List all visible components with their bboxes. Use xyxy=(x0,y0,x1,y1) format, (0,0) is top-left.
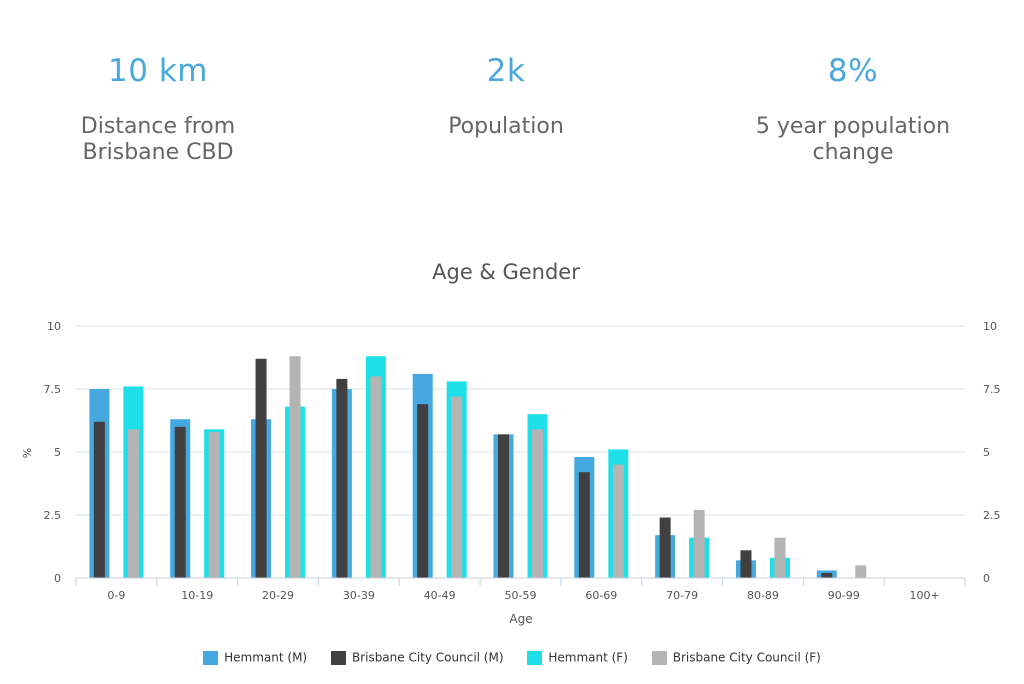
stat-population-change-label: 5 year population change xyxy=(755,114,951,165)
stat-distance-value: 10 km xyxy=(108,53,208,89)
bar-brisbane-city-council-m-50-59[interactable] xyxy=(498,434,509,578)
legend-label-hemmant-f: Hemmant (F) xyxy=(548,650,628,665)
chart-bars xyxy=(89,356,867,578)
legend-item-bcc-m[interactable]: Brisbane City Council (M) xyxy=(330,650,504,665)
bar-brisbane-city-council-f-80-89[interactable] xyxy=(774,537,786,578)
stat-distance-label: Distance from Brisbane CBD xyxy=(80,114,236,165)
bar-brisbane-city-council-m-70-79[interactable] xyxy=(659,517,671,578)
x-tick-label: 100+ xyxy=(909,589,939,602)
bar-brisbane-city-council-m-10-19[interactable] xyxy=(174,426,186,578)
legend-swatch-hemmant-m xyxy=(203,650,219,665)
bar-brisbane-city-council-f-70-79[interactable] xyxy=(693,509,705,578)
bar-brisbane-city-council-m-20-29[interactable] xyxy=(255,358,267,578)
y-axis-label: % xyxy=(21,448,34,458)
stat-population-value: 2k xyxy=(486,53,526,89)
chart-title: Age & Gender xyxy=(432,260,580,284)
legend-swatch-hemmant-f xyxy=(527,650,543,665)
x-tick-label: 10-19 xyxy=(181,589,213,602)
x-tick-label: 40-49 xyxy=(424,589,456,602)
x-tick-label: 30-39 xyxy=(343,589,375,602)
y-tick-label-left: 0 xyxy=(54,572,61,585)
bar-brisbane-city-council-f-60-69[interactable] xyxy=(612,464,624,578)
legend-label-hemmant-m: Hemmant (M) xyxy=(224,650,308,665)
bar-brisbane-city-council-m-60-69[interactable] xyxy=(578,472,590,578)
x-tick-label: 80-89 xyxy=(747,589,779,602)
y-tick-label-right: 10 xyxy=(983,320,997,333)
x-tick-label: 50-59 xyxy=(505,589,537,602)
bar-brisbane-city-council-f-0-9[interactable] xyxy=(127,429,139,578)
bar-brisbane-city-council-f-40-49[interactable] xyxy=(451,396,463,578)
legend-swatch-bcc-m xyxy=(330,650,346,665)
y-tick-label-right: 7.5 xyxy=(983,383,1001,396)
y-tick-label-left: 5 xyxy=(54,446,61,459)
y-tick-label-left: 10 xyxy=(47,320,61,333)
bar-brisbane-city-council-f-90-99[interactable] xyxy=(855,565,867,578)
x-tick-label: 20-29 xyxy=(262,589,294,602)
x-tick-label: 0-9 xyxy=(107,589,125,602)
stat-population: 2k Population xyxy=(356,52,656,140)
age-gender-chart: Age & Gender 0 0 2.5 2.5 5 5 7.5 7.5 10 10 0-9 10-1… xyxy=(21,260,1001,626)
bar-brisbane-city-council-m-30-39[interactable] xyxy=(336,378,348,578)
y-tick-label-left: 7.5 xyxy=(44,383,62,396)
x-tick-label: 70-79 xyxy=(666,589,698,602)
bar-brisbane-city-council-m-0-9[interactable] xyxy=(93,421,105,578)
bar-brisbane-city-council-f-50-59[interactable] xyxy=(532,429,543,578)
legend-label-bcc-m: Brisbane City Council (M) xyxy=(351,650,504,665)
y-tick-label-left: 2.5 xyxy=(44,509,62,522)
x-tick-label: 90-99 xyxy=(828,589,860,602)
stat-distance: 10 km Distance from Brisbane CBD xyxy=(8,52,308,166)
stat-population-label: Population xyxy=(448,114,564,139)
y-tick-label-right: 2.5 xyxy=(983,509,1001,522)
legend-item-hemmant-m[interactable]: Hemmant (M) xyxy=(203,650,307,665)
x-axis-label: Age xyxy=(509,612,532,626)
chart-axes: 0 0 2.5 2.5 5 5 7.5 7.5 10 10 0-9 10-19 20-29 30-39 40… xyxy=(44,320,1001,602)
legend-item-hemmant-f[interactable]: Hemmant (F) xyxy=(527,650,628,665)
bar-brisbane-city-council-f-20-29[interactable] xyxy=(289,356,301,578)
bar-brisbane-city-council-m-40-49[interactable] xyxy=(417,404,429,578)
legend-label-bcc-f: Brisbane City Council (F) xyxy=(672,650,821,665)
stat-population-change-value: 8% xyxy=(827,53,879,89)
bar-brisbane-city-council-f-10-19[interactable] xyxy=(208,431,220,578)
bar-brisbane-city-council-m-80-89[interactable] xyxy=(740,550,752,578)
bar-brisbane-city-council-f-30-39[interactable] xyxy=(370,376,382,578)
legend-swatch-bcc-f xyxy=(651,650,667,665)
legend-item-bcc-f[interactable]: Brisbane City Council (F) xyxy=(651,650,821,665)
x-tick-label: 60-69 xyxy=(585,589,617,602)
y-tick-label-right: 5 xyxy=(983,446,990,459)
y-tick-label-right: 0 xyxy=(983,572,990,585)
stat-population-change: 8% 5 year population change xyxy=(703,52,1003,166)
bar-brisbane-city-council-m-90-99[interactable] xyxy=(821,572,833,578)
chart-legend: Hemmant (M) Brisbane City Council (M) He… xyxy=(0,650,1024,665)
